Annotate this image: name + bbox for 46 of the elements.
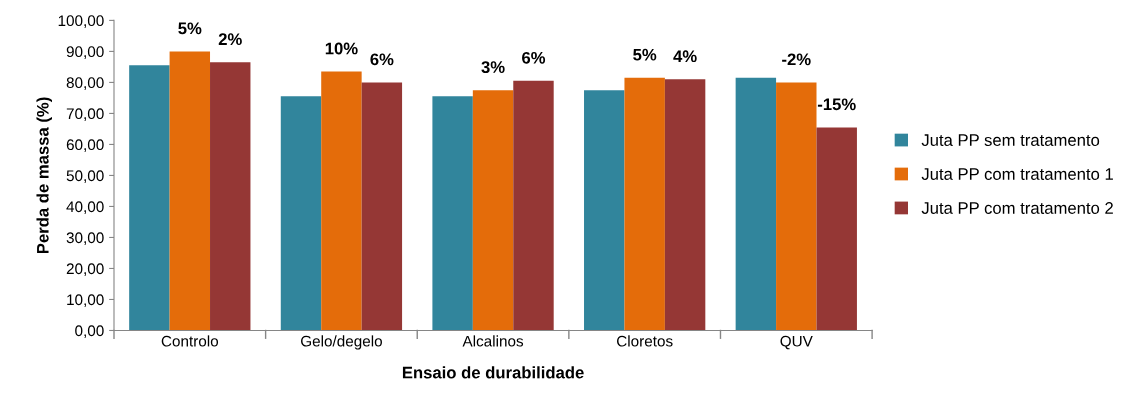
y-tick-label: 20,00 (66, 263, 104, 276)
legend-label: Juta PP com tratamento 1 (921, 168, 1113, 180)
bar (472, 90, 514, 331)
annotation: 10% (325, 42, 358, 55)
annotation: 5% (178, 22, 202, 35)
bar (321, 71, 362, 331)
annotation: 3% (481, 61, 505, 74)
x-tick-label: Cloretos (617, 335, 673, 347)
x-tick-label: Gelo/degelo (301, 335, 382, 350)
bar (432, 96, 473, 331)
y-tick-label: 100,00 (58, 15, 104, 28)
bar (280, 96, 322, 331)
annotation: 6% (370, 53, 394, 66)
y-tick-label: 50,00 (66, 170, 104, 183)
annotation: 4% (673, 50, 697, 63)
annotation: 6% (522, 51, 546, 64)
y-axis-title: Perda de massa (%) (36, 97, 52, 254)
bar (169, 51, 211, 331)
bar (584, 90, 625, 331)
y-tick-label: 60,00 (66, 139, 104, 152)
bar (210, 62, 251, 331)
y-tick-label: 30,00 (66, 232, 104, 245)
bar (129, 65, 170, 331)
x-tick-label: QUV (780, 335, 813, 350)
annotation: -15% (817, 98, 856, 111)
annotation: 5% (633, 48, 657, 61)
y-tick-label: 40,00 (66, 201, 104, 214)
y-tick-label: 0,00 (75, 325, 104, 338)
annotation: 2% (218, 33, 242, 46)
bar (735, 77, 777, 331)
legend-label: Juta PP com tratamento 2 (921, 202, 1113, 214)
y-tick-label: 80,00 (66, 77, 104, 90)
x-tick-label: Alcalinos (462, 335, 524, 347)
annotation: -2% (782, 53, 811, 66)
bar (361, 82, 403, 331)
bar (513, 80, 554, 331)
x-axis-title: Ensaio de durabilidade (402, 366, 584, 379)
bar (776, 82, 817, 331)
x-tick-label: Controlo (161, 335, 219, 347)
bar (664, 79, 706, 331)
bar (816, 127, 857, 331)
y-tick-label: 70,00 (66, 108, 104, 121)
bar (624, 77, 665, 331)
y-tick-label: 90,00 (66, 46, 104, 59)
y-tick-label: 10,00 (67, 294, 104, 307)
legend-label: Juta PP sem tratamento (921, 134, 1100, 146)
